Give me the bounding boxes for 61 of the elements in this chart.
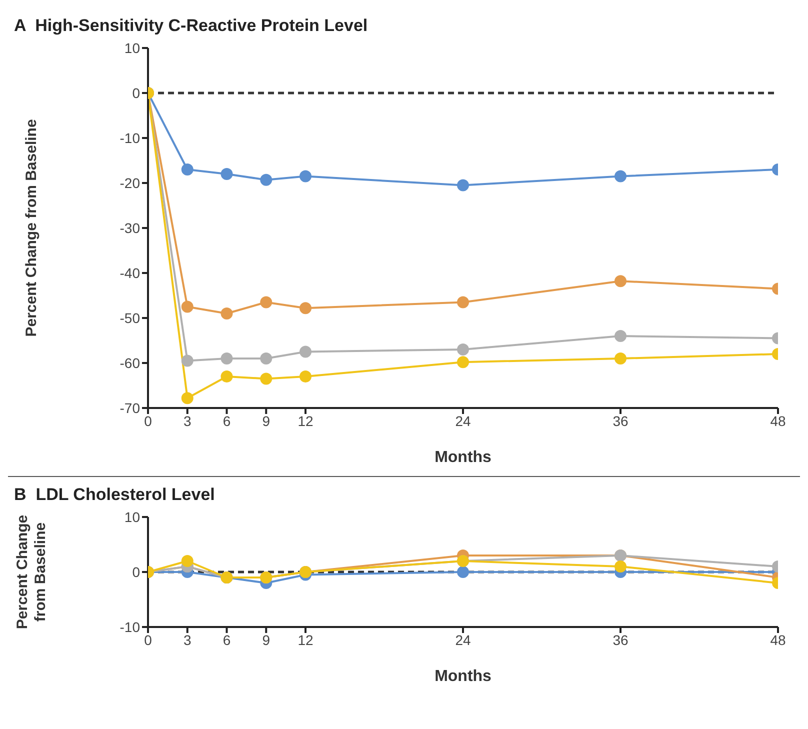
point [457, 179, 469, 192]
y-tick-label: -60 [120, 354, 140, 371]
point [181, 164, 194, 176]
point [220, 352, 233, 364]
point [181, 555, 194, 567]
point [260, 372, 272, 385]
point [614, 275, 626, 288]
point [300, 370, 312, 382]
x-tick-label: 3 [183, 632, 192, 648]
y-tick-label: 10 [124, 40, 140, 56]
point [457, 296, 469, 308]
point [181, 392, 194, 404]
y-tick-label: -10 [120, 130, 140, 146]
x-tick-label: 0 [144, 412, 152, 429]
point [614, 352, 626, 364]
x-tick-label: 12 [298, 632, 314, 648]
chart-title: B LDL Cholesterol Level [14, 485, 216, 505]
y-tick-label: 10 [124, 508, 140, 525]
y-axis-title: Percent Change from Baseline [14, 514, 49, 630]
x-axis-title: Months [434, 668, 492, 685]
point [260, 174, 272, 186]
point [260, 296, 272, 308]
x-tick-label: 12 [298, 412, 314, 429]
y-tick-label: -10 [120, 618, 140, 635]
y-tick-label: -30 [120, 220, 140, 236]
point [614, 560, 626, 572]
x-tick-label: 36 [612, 632, 628, 648]
x-tick-label: 36 [612, 412, 628, 429]
point [260, 352, 272, 364]
y-tick-label: 0 [132, 564, 140, 580]
x-tick-label: 24 [455, 412, 471, 429]
point [614, 170, 626, 182]
point [220, 370, 233, 382]
y-tick-label: -20 [120, 174, 140, 191]
point [220, 308, 233, 320]
point [181, 354, 194, 367]
y-tick-label: 0 [132, 84, 140, 101]
point [614, 330, 626, 342]
x-axis-title: Months [434, 449, 492, 466]
point [300, 170, 312, 182]
x-tick-label: 9 [262, 632, 270, 648]
point [300, 302, 312, 314]
point [220, 168, 233, 180]
point [457, 356, 469, 368]
x-tick-label: 48 [770, 632, 786, 648]
x-tick-label: 24 [455, 632, 471, 648]
point [457, 344, 469, 356]
point [300, 346, 312, 358]
y-axis-title: Percent Change from Baseline [23, 119, 40, 337]
y-tick-label: -70 [120, 400, 140, 416]
x-tick-label: 3 [183, 412, 192, 429]
x-tick-label: 9 [262, 412, 270, 429]
x-tick-label: 0 [144, 632, 152, 648]
point [457, 566, 469, 578]
y-tick-label: -50 [120, 310, 140, 326]
y-tick-label: -40 [120, 264, 140, 281]
chart-title: A High-Sensitivity C-Reactive Protein Level [14, 16, 369, 36]
x-tick-label: 48 [770, 412, 786, 429]
x-tick-label: 6 [222, 412, 231, 429]
x-tick-label: 6 [222, 632, 231, 648]
point [181, 300, 194, 313]
